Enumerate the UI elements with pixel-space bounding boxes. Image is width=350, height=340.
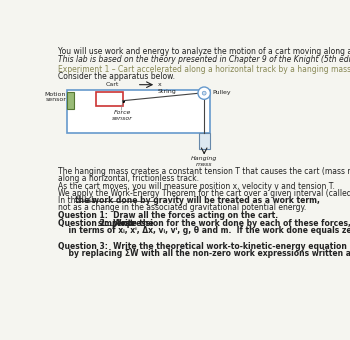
Bar bbox=[67, 91, 74, 108]
Text: You will use work and energy to analyze the motion of a cart moving along a trac: You will use work and energy to analyze … bbox=[58, 47, 350, 56]
Text: in terms of xᵢ, xⁱ, Δx, vᵢ, vⁱ, g, θ and m.  If the work done equals zero for th: in terms of xᵢ, xⁱ, Δx, vᵢ, vⁱ, g, θ and… bbox=[58, 226, 350, 235]
Circle shape bbox=[198, 87, 210, 99]
Text: Question 3:  Write the theoretical work-to-kinetic-energy equation (ΔKE = ΣW) fo: Question 3: Write the theoretical work-t… bbox=[58, 242, 350, 251]
Bar bbox=[97, 92, 123, 106]
Text: In this lab,: In this lab, bbox=[58, 195, 100, 205]
Text: Experiment 1 – Cart accelerated along a horizontal track by a hanging mass: Experiment 1 – Cart accelerated along a … bbox=[58, 65, 350, 74]
Text: not as a change in the associated gravitational potential energy.: not as a change in the associated gravit… bbox=[58, 203, 306, 211]
Text: We apply the Work-Energy Theorem for the cart over a given interval (called “ini: We apply the Work-Energy Theorem for the… bbox=[58, 189, 350, 198]
Text: Force
sensor: Force sensor bbox=[112, 110, 133, 121]
Bar bbox=[199, 133, 210, 149]
Text: String: String bbox=[157, 89, 176, 94]
Text: Consider the apparatus below.: Consider the apparatus below. bbox=[58, 72, 175, 81]
Text: Question 2:  Write the: Question 2: Write the bbox=[58, 219, 156, 228]
Text: Cart: Cart bbox=[106, 82, 119, 87]
Text: x: x bbox=[158, 82, 161, 87]
Text: Pulley: Pulley bbox=[212, 90, 231, 95]
Text: the work done by gravity will be treated as a work term,: the work done by gravity will be treated… bbox=[75, 195, 320, 205]
Text: along a horizontal, frictionless track.: along a horizontal, frictionless track. bbox=[58, 174, 199, 183]
Text: This lab is based on the theory presented in Chapter 9 of the Knight (5th editio: This lab is based on the theory presente… bbox=[58, 55, 350, 64]
Text: As the cart moves, you will measure position x, velocity v and tension T.: As the cart moves, you will measure posi… bbox=[58, 182, 335, 191]
Circle shape bbox=[202, 91, 206, 95]
Text: expression for the work done by each of these forces,: expression for the work done by each of … bbox=[113, 219, 350, 228]
Bar bbox=[67, 90, 210, 133]
Text: simplest: simplest bbox=[98, 219, 134, 228]
Text: The hanging mass creates a constant tension T that causes the cart (mass m) to a: The hanging mass creates a constant tens… bbox=[58, 167, 350, 176]
Text: Motion
sensor: Motion sensor bbox=[45, 91, 66, 102]
Text: Question 1:  Draw all the forces acting on the cart.: Question 1: Draw all the forces acting o… bbox=[58, 211, 278, 220]
Text: by replacing ΣW with all the non-zero work expressions written above.: by replacing ΣW with all the non-zero wo… bbox=[58, 249, 350, 258]
Text: Hanging
mass: Hanging mass bbox=[191, 156, 217, 167]
